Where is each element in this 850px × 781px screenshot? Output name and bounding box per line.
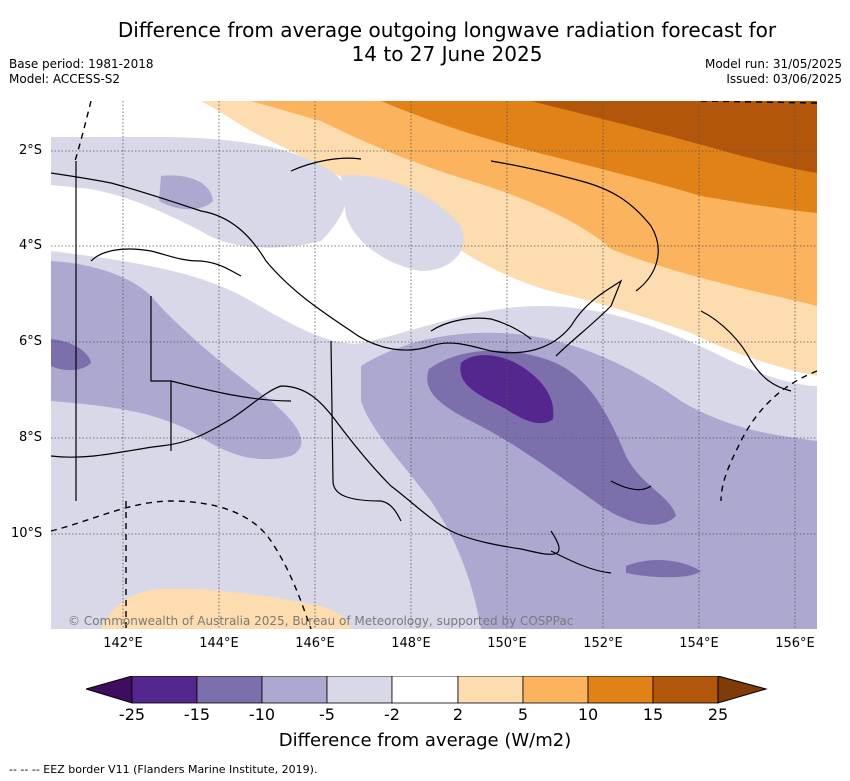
colorbar-bin xyxy=(652,676,719,704)
contour-neg2-to-neg5-north xyxy=(341,175,464,271)
colorbar xyxy=(86,676,768,704)
run-info: Model run: 31/05/2025 Issued: 03/06/2025 xyxy=(705,57,842,87)
colorbar-bin xyxy=(457,676,524,704)
lon-label: 156°E xyxy=(775,636,815,651)
contour-neg10-to-neg15-sw xyxy=(51,339,91,371)
lon-label: 150°E xyxy=(487,636,527,651)
lat-label: 10°S xyxy=(11,526,43,541)
colorbar-tick-label: -25 xyxy=(118,705,146,724)
colorbar-title: Difference from average (W/m2) xyxy=(278,730,572,751)
lon-label: 142°E xyxy=(103,636,143,651)
map-title: Difference from average outgoing longwav… xyxy=(60,18,834,66)
model-name: Model: ACCESS-S2 xyxy=(9,72,121,86)
eez-borders xyxy=(51,101,817,629)
colorbar-bin xyxy=(587,676,654,704)
colorbar-tick-label: 5 xyxy=(517,705,529,724)
colorbar-tick-label: -5 xyxy=(319,705,335,724)
contour-neg5-to-neg10-west xyxy=(51,261,302,460)
colorbar-tick-label: 25 xyxy=(707,705,729,724)
colorbar-bin xyxy=(131,676,198,704)
colorbar-tick-label: -15 xyxy=(183,705,211,724)
lat-label: 2°S xyxy=(19,143,43,158)
colorbar-tick-label: -2 xyxy=(384,705,400,724)
lon-label: 152°E xyxy=(583,636,623,651)
title-line-2: 14 to 27 June 2025 xyxy=(351,42,543,66)
colorbar-tick-label: 15 xyxy=(642,705,664,724)
colorbar-bin xyxy=(196,676,263,704)
lat-label: 6°S xyxy=(19,334,43,349)
lon-label: 146°E xyxy=(295,636,335,651)
colorbar-bin xyxy=(391,676,459,704)
copyright-notice: © Commonwealth of Australia 2025, Bureau… xyxy=(68,614,574,628)
colorbar-bin xyxy=(326,676,393,704)
colorbar-bin xyxy=(261,676,328,704)
colorbar-tick-label: 2 xyxy=(452,705,464,724)
contour-neg10-to-neg15-se xyxy=(626,559,701,578)
contour-15-to-25 xyxy=(531,101,817,173)
model-run-date: Model run: 31/05/2025 xyxy=(704,57,842,71)
base-period: Base period: 1981-2018 xyxy=(9,57,154,71)
colorbar-bin xyxy=(522,676,589,704)
eez-legend-note: -- -- -- EEZ border V11 (Flanders Marine… xyxy=(9,763,318,776)
colorbar-tick-label: 10 xyxy=(577,705,599,724)
contour-neg5-to-neg10-ne xyxy=(159,175,213,210)
lon-label: 154°E xyxy=(679,636,719,651)
lon-label: 144°E xyxy=(199,636,239,651)
lon-label: 148°E xyxy=(391,636,431,651)
model-info: Base period: 1981-2018 Model: ACCESS-S2 xyxy=(9,57,154,87)
lat-label: 8°S xyxy=(19,430,43,445)
contour-2-to-5-south xyxy=(101,588,351,629)
map-panel xyxy=(51,101,817,629)
title-line-1: Difference from average outgoing longwav… xyxy=(117,18,777,42)
coastlines xyxy=(51,157,792,574)
colorbar-tick-label: -10 xyxy=(248,705,276,724)
colorbar-over-arrow xyxy=(717,676,768,704)
issued-date: Issued: 03/06/2025 xyxy=(726,72,842,86)
anomaly-map xyxy=(51,101,817,629)
colorbar-under-arrow xyxy=(86,676,133,704)
graticule xyxy=(51,101,817,629)
lat-label: 4°S xyxy=(19,238,43,253)
